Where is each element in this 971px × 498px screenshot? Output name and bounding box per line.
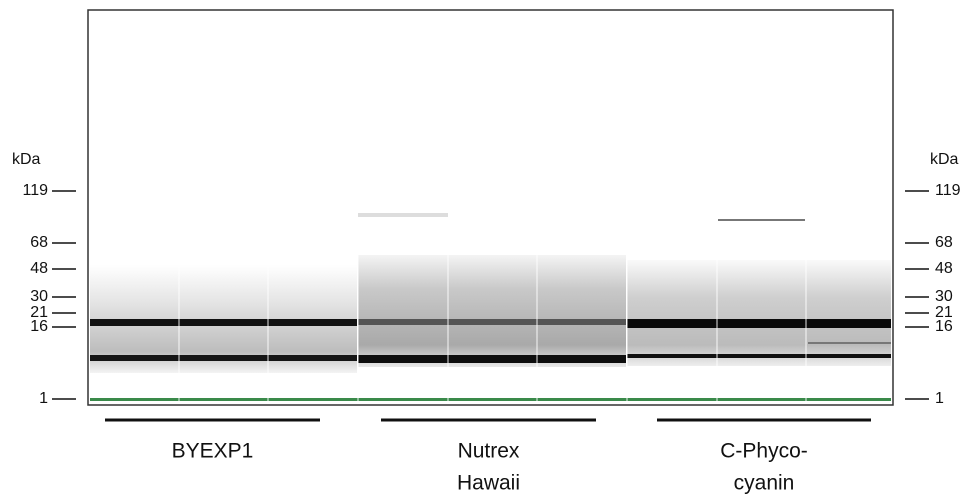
marker-label: 68 (935, 234, 953, 251)
smear (627, 260, 891, 366)
marker-label: 68 (30, 234, 48, 251)
band (358, 319, 626, 325)
band (627, 354, 891, 358)
marker-label: 16 (30, 318, 48, 335)
band (358, 355, 626, 363)
band (718, 219, 805, 221)
marker-label: 30 (935, 288, 953, 305)
marker-label: 1 (39, 390, 48, 407)
band (627, 319, 891, 328)
unit-label: kDa (12, 151, 41, 168)
group-label: Hawaii (457, 472, 520, 495)
group-label: BYEXP1 (172, 440, 254, 463)
band (90, 355, 357, 361)
group-label: Nutrex (458, 440, 520, 463)
marker-label: 119 (935, 182, 961, 199)
marker-band (90, 398, 891, 401)
band (808, 342, 891, 344)
band (90, 319, 357, 326)
marker-label: 30 (30, 288, 48, 305)
marker-label: 48 (30, 260, 48, 277)
marker-label: 119 (22, 182, 48, 199)
marker-label: 1 (935, 390, 944, 407)
unit-label: kDa (930, 151, 959, 168)
sample-groups: BYEXP1 Nutrex Hawaii C-Phyco-cyanin (105, 420, 871, 495)
band (358, 213, 448, 217)
gel-view: kDa kDa 1191196868484830302121161611 BYE… (0, 0, 971, 498)
smear (358, 255, 626, 367)
marker-label: 48 (935, 260, 953, 277)
group-label: cyanin (734, 472, 795, 495)
group-label: C-Phyco- (720, 440, 808, 463)
marker-label: 16 (935, 318, 953, 335)
gel (88, 10, 893, 405)
